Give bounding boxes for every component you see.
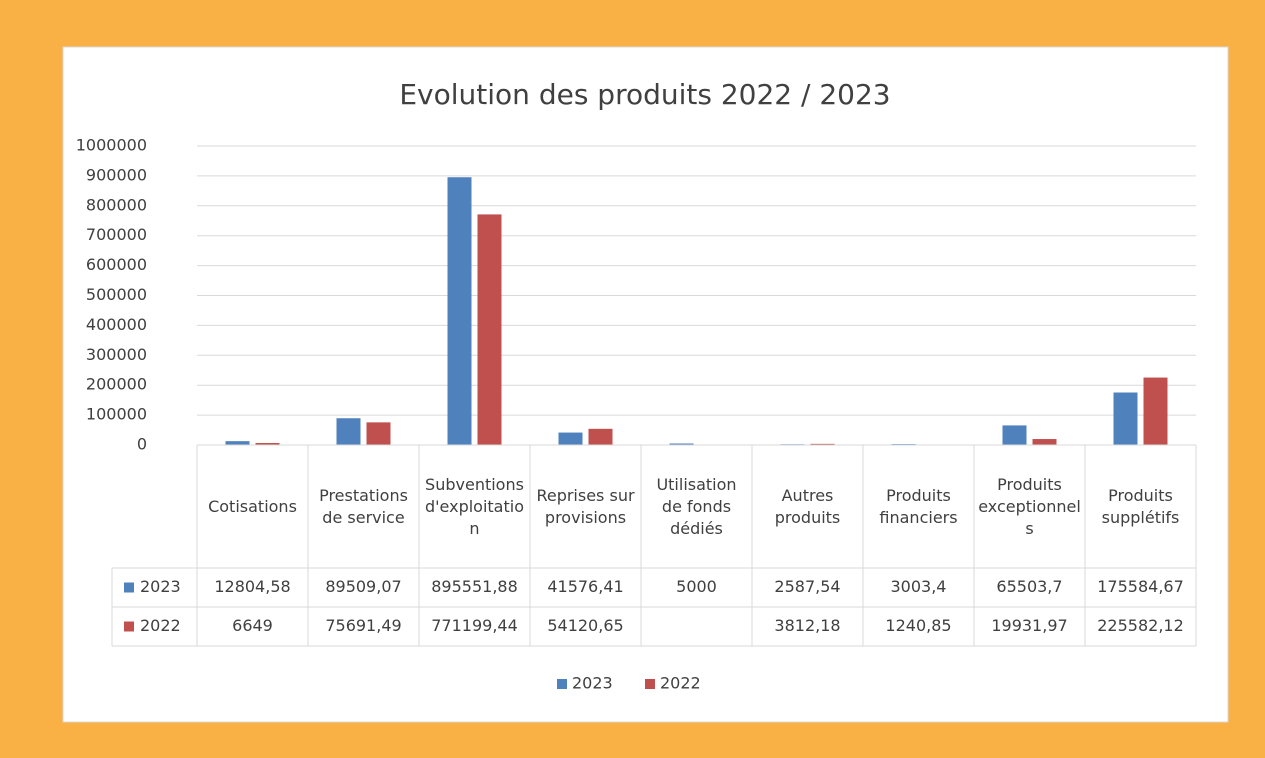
category-label: Autres produits bbox=[774, 485, 841, 527]
table-value: 75691,49 bbox=[325, 616, 401, 635]
table-value: 41576,41 bbox=[547, 577, 623, 596]
category-label: Cotisations bbox=[208, 496, 297, 516]
table-value: 1240,85 bbox=[885, 616, 951, 635]
bar bbox=[366, 422, 391, 445]
y-tick-label: 800000 bbox=[86, 195, 147, 214]
table-legend-key bbox=[124, 582, 134, 593]
chart-title: Evolution des produits 2022 / 2023 bbox=[399, 78, 890, 111]
legend-label: 2022 bbox=[660, 674, 701, 693]
table-value: 5000 bbox=[676, 577, 717, 596]
bar bbox=[669, 443, 694, 445]
bar bbox=[255, 443, 280, 445]
y-tick-label: 1000000 bbox=[76, 136, 147, 155]
category-label: Produits supplétifs bbox=[1101, 485, 1180, 527]
table-value: 89509,07 bbox=[325, 577, 401, 596]
bar bbox=[225, 441, 250, 445]
category-label: Reprises sur provisions bbox=[536, 485, 635, 527]
table-value: 771199,44 bbox=[431, 616, 518, 635]
table-value: 6649 bbox=[232, 616, 273, 635]
table-value: 65503,7 bbox=[996, 577, 1062, 596]
table-series-name: 2023 bbox=[140, 577, 181, 596]
bar bbox=[1002, 425, 1027, 445]
category-label: Utilisation de fonds dédiés bbox=[656, 474, 737, 538]
table-value: 3003,4 bbox=[891, 577, 947, 596]
bar bbox=[810, 443, 835, 445]
y-tick-label: 0 bbox=[137, 435, 147, 454]
legend-key bbox=[645, 679, 655, 689]
category-label: Subventions d'exploitation bbox=[424, 474, 524, 538]
category-label: Produits financiers bbox=[879, 485, 958, 527]
bar bbox=[336, 418, 361, 445]
table-series-name: 2022 bbox=[140, 616, 181, 635]
y-tick-label: 300000 bbox=[86, 345, 147, 364]
legend-label: 2023 bbox=[572, 674, 613, 693]
bar bbox=[558, 432, 583, 445]
y-tick-label: 700000 bbox=[86, 225, 147, 244]
bar bbox=[477, 214, 502, 445]
table-value: 225582,12 bbox=[1097, 616, 1184, 635]
bar bbox=[1143, 377, 1168, 445]
bar bbox=[588, 428, 613, 445]
y-tick-label: 500000 bbox=[86, 285, 147, 304]
category-label: Prestations de service bbox=[319, 485, 408, 527]
table-value: 3812,18 bbox=[774, 616, 840, 635]
category-label: Produits exceptionnels bbox=[978, 474, 1081, 538]
bar bbox=[1032, 439, 1057, 445]
y-tick-label: 100000 bbox=[86, 405, 147, 424]
legend-key bbox=[557, 679, 567, 689]
table-legend-key bbox=[124, 621, 134, 632]
bar bbox=[1113, 392, 1138, 445]
y-tick-label: 400000 bbox=[86, 315, 147, 334]
y-tick-label: 200000 bbox=[86, 375, 147, 394]
table-value: 175584,67 bbox=[1097, 577, 1184, 596]
bar bbox=[447, 177, 472, 445]
table-value: 2587,54 bbox=[774, 577, 840, 596]
y-tick-label: 600000 bbox=[86, 255, 147, 274]
y-tick-label: 900000 bbox=[86, 165, 147, 184]
table-value: 19931,97 bbox=[991, 616, 1067, 635]
table-value: 895551,88 bbox=[431, 577, 518, 596]
table-value: 12804,58 bbox=[214, 577, 290, 596]
table-value: 54120,65 bbox=[547, 616, 623, 635]
chart-area bbox=[62, 46, 1229, 723]
